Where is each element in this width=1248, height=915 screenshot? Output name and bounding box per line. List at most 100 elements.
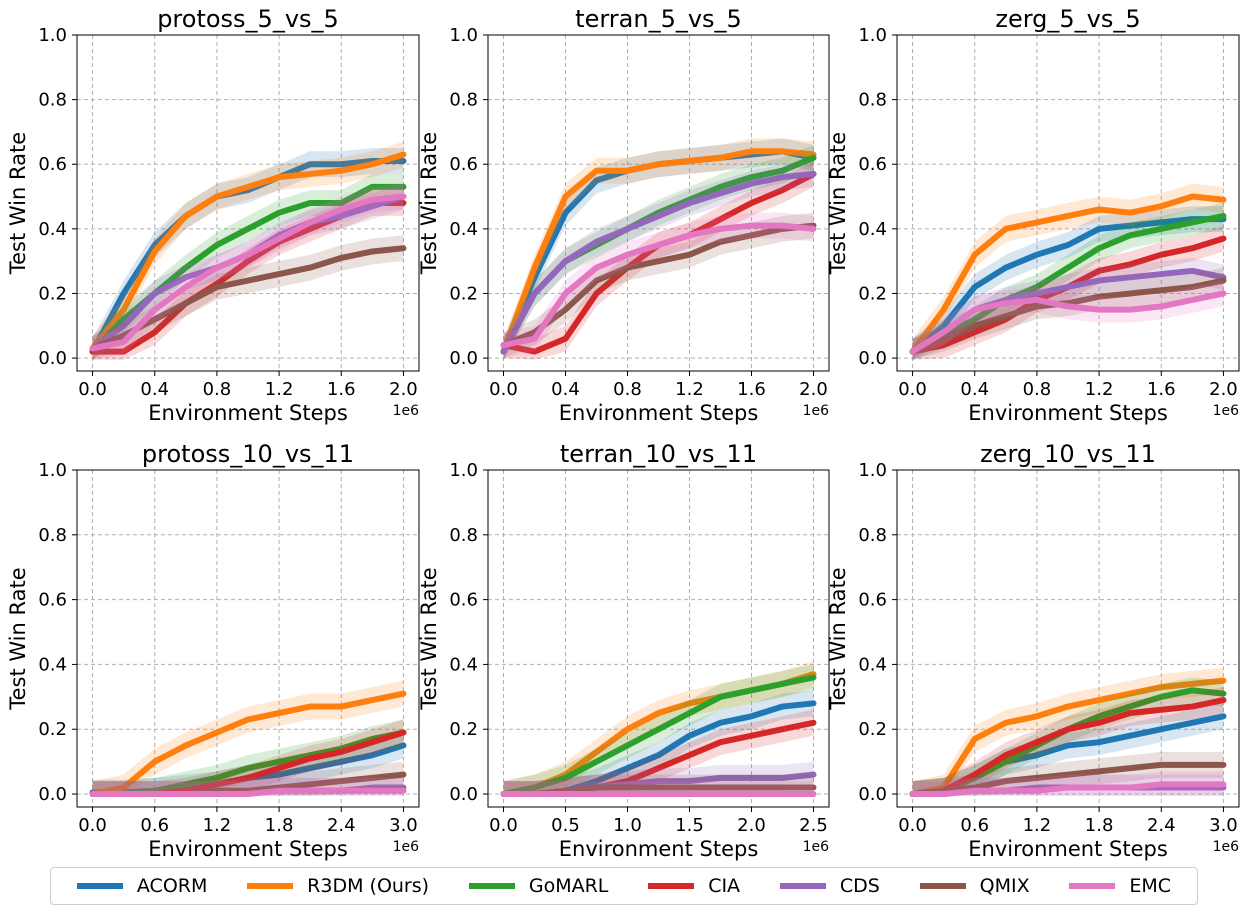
series-line (89, 787, 407, 798)
y-tick-label: 0.6 (38, 590, 67, 611)
x-tick-label: 0.4 (140, 379, 169, 400)
series-band (503, 138, 814, 360)
axes-frame (76, 34, 420, 372)
series-line (500, 222, 817, 349)
x-tick-label: 3.0 (389, 815, 418, 836)
y-axis-label: Test Win Rate (6, 132, 30, 275)
y-tick-label: 0.2 (38, 283, 67, 304)
legend-label: ACORM (136, 875, 208, 897)
series-line (909, 761, 1227, 798)
legend: ACORM R3DM (Ours) GoMARL CIA CDS QMIX EMC (50, 867, 1198, 905)
axes-frame (896, 34, 1240, 372)
axes-frame (487, 469, 830, 808)
x-tick-label: 1.2 (203, 815, 232, 836)
series-line (909, 216, 1227, 355)
y-tick-label: 0.4 (858, 219, 887, 240)
y-tick-label: 0.0 (38, 348, 67, 369)
y-tick-label: 0.4 (38, 219, 67, 240)
series-line (909, 697, 1227, 798)
y-tick-label: 0.0 (449, 348, 478, 369)
legend-label: CIA (708, 875, 741, 897)
y-tick-label: 0.8 (449, 90, 478, 111)
y-tick-label: 0.2 (858, 283, 887, 304)
y-tick-label: 0.2 (449, 283, 478, 304)
y-tick-label: 0.4 (449, 219, 478, 240)
x-tick-label: 0.8 (203, 379, 232, 400)
legend-swatch (779, 883, 826, 889)
series-band (503, 144, 814, 360)
x-tick-label: 1.0 (613, 815, 642, 836)
series-line (89, 193, 407, 352)
series-group (909, 183, 1227, 360)
legend-swatch (1069, 883, 1116, 889)
legend-swatch (468, 883, 515, 889)
x-tick-label: 2.4 (327, 815, 356, 836)
x-tick-label: 1.8 (265, 815, 294, 836)
x-tick-label: 1.6 (1147, 379, 1176, 400)
axes-frame (896, 469, 1240, 808)
x-tick-label: 0.4 (960, 379, 989, 400)
x-tick-label: 0.6 (960, 815, 989, 836)
x-tick-label: 2.0 (1209, 379, 1238, 400)
series-band (92, 235, 404, 360)
series-band (92, 173, 404, 360)
x-tick-label: 0.4 (551, 379, 580, 400)
y-tick-label: 0.8 (449, 525, 478, 546)
y-tick-label: 0.2 (858, 719, 887, 740)
chart-panel: 0.0 0.4 0.8 1.2 1.6 2.0 0.0 0.2 0.4 0.6 0.8 1.0 zerg… (826, 5, 1240, 425)
series-line (909, 212, 1227, 355)
x-tick-label: 0.0 (489, 815, 518, 836)
series-band (92, 183, 404, 360)
x-tick-label: 1.2 (675, 379, 704, 400)
x-tick-label: 0.5 (551, 815, 580, 836)
chart-title: zerg_5_vs_5 (995, 5, 1140, 33)
y-axis-label: Test Win Rate (826, 132, 850, 275)
legend-swatch (76, 883, 123, 889)
chart-panel: 0.0 0.6 1.2 1.8 2.4 3.0 0.0 0.2 0.4 0.6 0.8 1.0 zerg… (826, 440, 1240, 861)
chart-title: protoss_10_vs_11 (142, 440, 354, 468)
chart-title: protoss_5_vs_5 (157, 5, 339, 33)
chart-title: terran_5_vs_5 (575, 5, 742, 33)
y-axis-label: Test Win Rate (417, 567, 441, 710)
x-tick-label: 0.0 (898, 815, 927, 836)
axes-frame (76, 469, 420, 808)
x-tick-label: 2.5 (799, 815, 828, 836)
series-band (92, 719, 404, 796)
series-line (500, 170, 817, 355)
legend-item: CDS (779, 875, 880, 897)
series-line (909, 193, 1227, 355)
x-axis-offset-label: 1e6 (393, 403, 420, 419)
legend-label: GoMARL (528, 875, 609, 897)
y-tick-label: 0.6 (858, 590, 887, 611)
legend-item: ACORM (76, 875, 208, 897)
y-tick-label: 0.6 (449, 590, 478, 611)
y-tick-label: 0.0 (449, 784, 478, 805)
legend-item: CIA (648, 875, 740, 897)
axes-frame (487, 34, 830, 372)
series-group (89, 680, 407, 798)
y-tick-label: 0.4 (449, 654, 478, 675)
x-tick-label: 0.0 (489, 379, 518, 400)
x-tick-label: 1.2 (1023, 815, 1052, 836)
x-tick-label: 2.4 (1147, 815, 1176, 836)
y-tick-label: 0.0 (858, 784, 887, 805)
legend-item: R3DM (Ours) (247, 875, 429, 897)
x-tick-label: 0.0 (78, 379, 107, 400)
x-axis-offset-label: 1e6 (803, 839, 830, 855)
series-band (92, 183, 404, 360)
x-tick-label: 2.0 (799, 379, 828, 400)
x-tick-label: 0.8 (1023, 379, 1052, 400)
x-axis-offset-label: 1e6 (1213, 403, 1240, 419)
series-band (503, 212, 814, 359)
x-tick-label: 1.2 (265, 379, 294, 400)
x-tick-label: 0.8 (613, 379, 642, 400)
chart-title: terran_10_vs_11 (560, 440, 757, 468)
series-band (92, 761, 404, 796)
y-tick-label: 1.0 (38, 460, 67, 481)
legend-swatch (648, 883, 695, 889)
x-axis-label: Environment Steps (968, 401, 1168, 425)
series-group (89, 141, 407, 360)
y-tick-label: 0.2 (38, 719, 67, 740)
y-tick-label: 0.6 (858, 154, 887, 175)
chart-panel: 0.0 0.4 0.8 1.2 1.6 2.0 0.0 0.2 0.4 0.6 0.8 1.0 terr… (417, 5, 830, 425)
